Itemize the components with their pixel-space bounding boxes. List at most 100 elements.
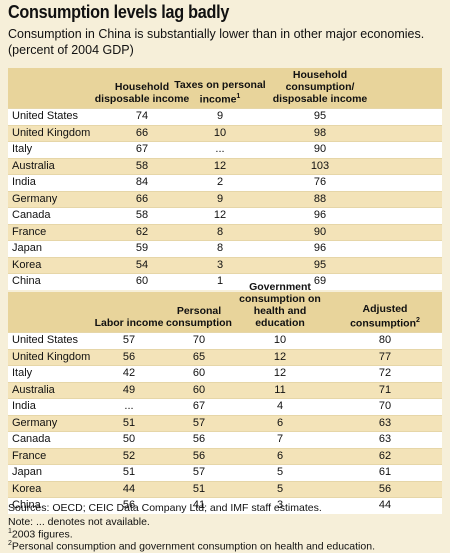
cell: 8 [216,225,224,238]
row-band [8,223,442,240]
cell: 60 [192,383,206,396]
column-header-text: Government consumption on health and edu… [239,281,321,329]
country: Italy [12,143,33,155]
row-band [8,381,442,398]
country: United Kingdom [12,350,91,363]
column-header: Household consumption/ disposable income [262,69,378,105]
cell: 3 [216,258,224,271]
row-band [8,365,442,382]
cell: 67 [135,143,149,155]
cell: 63 [378,433,392,445]
cell: 11 [274,383,286,396]
cell: 10 [273,334,287,346]
cell: 70 [192,334,206,346]
cell: 9 [216,110,224,122]
cell: 51 [192,482,206,495]
cell: 3 [276,499,284,511]
row-band [8,447,442,464]
cell: 5 [276,466,284,478]
country: Germany [12,416,58,429]
cell: 57 [192,466,206,478]
country: France [12,449,47,462]
cell: 66 [135,126,149,139]
country: France [12,225,47,238]
column-header: Adjusted consumption2 [330,303,440,330]
footnote-marker: 1 [236,92,241,100]
cell: 66 [135,192,149,205]
cell: 84 [135,176,149,188]
country: Italy [12,367,33,379]
cell: 6 [276,449,284,462]
cell: 67 [192,400,206,412]
cell: 9 [216,192,224,205]
cell: 56 [122,499,136,511]
cell: 12 [273,367,287,379]
cell: 58 [135,159,149,172]
cell: 41 [192,499,206,511]
row-band [8,332,442,349]
row-band [8,398,442,415]
cell: 54 [135,258,149,271]
row-band [8,256,442,273]
country: Korea [12,482,42,495]
cell: 88 [313,192,327,205]
country: United Kingdom [12,126,91,139]
footnote-marker: 1 [8,528,12,535]
country: Australia [12,383,55,396]
cell: 80 [378,334,392,346]
cell: 12 [273,350,287,363]
cell: 95 [313,110,327,122]
row-band [8,273,442,290]
sources: Sources: OECD; CEIC Data Company Ltd; an… [8,502,322,514]
cell: 42 [122,367,136,379]
country: Germany [12,192,58,205]
cell: 52 [122,449,136,462]
cell: 57 [192,416,206,429]
cell: 7 [276,433,284,445]
cell: 76 [313,176,327,188]
cell: 70 [378,400,392,412]
country: Japan [12,242,42,254]
footnote-marker: 2 [8,540,12,547]
cell: 69 [313,275,327,287]
country: India [12,400,36,412]
country: China [12,499,41,511]
column-header: Taxes on personal income1 [166,79,274,106]
row-band [8,464,442,481]
cell: 12 [213,209,227,221]
column-header-text: Household disposable income [94,81,190,105]
cell: 50 [122,433,136,445]
country: United States [12,334,79,346]
country: Korea [12,258,42,271]
cell: 12 [213,159,227,172]
cell: 57 [122,334,136,346]
cell: 51 [122,416,136,429]
cell: 60 [192,367,206,379]
footnote-marker: 2 [416,316,420,324]
cell: 59 [135,242,149,254]
row-band [8,190,442,207]
column-header-text: Household consumption/ disposable income [272,69,368,105]
cell: 1 [216,275,224,287]
cell: 56 [192,433,206,445]
cell: 10 [213,126,227,139]
country: Canada [12,209,51,221]
cell: 60 [135,275,149,287]
cell: 103 [310,159,330,172]
country: Canada [12,433,51,445]
cell: 74 [135,110,149,122]
unit-note: (percent of 2004 GDP) [8,43,134,57]
row-band [8,174,442,191]
cell: 98 [313,126,327,139]
country: United States [12,110,79,122]
row-band [8,124,442,141]
row-band [8,240,442,257]
note: Note: ... denotes not available. [8,516,150,528]
cell: 61 [378,466,392,478]
cell: 77 [378,350,392,363]
column-header: Personal consumption [160,305,238,329]
cell: 2 [216,176,224,188]
cell: 56 [122,350,136,363]
cell: 56 [378,482,392,495]
